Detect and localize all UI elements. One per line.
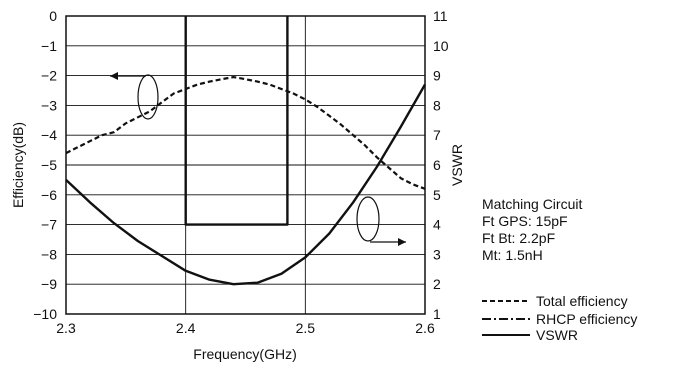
legend-label: Total efficiency bbox=[536, 293, 628, 309]
y-left-tick-label: −9 bbox=[41, 276, 57, 292]
y-right-tick-label: 8 bbox=[433, 97, 441, 113]
y-right-tick-label: 11 bbox=[433, 8, 448, 24]
y-left-tick-label: −7 bbox=[41, 217, 57, 233]
y-left-tick-label: −10 bbox=[33, 306, 57, 322]
y-right-axis-label: VSWR bbox=[449, 144, 465, 186]
matching-circuit-info: Matching Circuit Ft GPS: 15pF Ft Bt: 2.2… bbox=[482, 196, 582, 264]
vswr-axis-indicator bbox=[356, 196, 406, 246]
x-tick-label: 2.5 bbox=[296, 320, 316, 336]
y-left-tick-label: −4 bbox=[41, 127, 57, 143]
matching-circuit-line: Ft Bt: 2.2pF bbox=[482, 230, 556, 246]
y-right-tick-label: 1 bbox=[433, 306, 441, 322]
y-left-tick-label: −2 bbox=[41, 68, 57, 84]
grid bbox=[66, 16, 425, 314]
y-left-tick-label: −8 bbox=[41, 246, 57, 262]
tick-labels: 0 11 −1 10 −2 9 −3 8 −4 7 −5 6 −6 5 −7 4 −8 3 −9 2 −10 1 2.3 2.… bbox=[33, 8, 449, 336]
matching-circuit-line: Mt: 1.5nH bbox=[482, 247, 543, 263]
x-axis-label: Frequency(GHz) bbox=[193, 346, 296, 362]
y-right-tick-label: 4 bbox=[433, 217, 441, 233]
matching-circuit-line: Ft GPS: 15pF bbox=[482, 213, 568, 229]
legend-item-rhcp-efficiency: RHCP efficiency bbox=[482, 312, 637, 326]
legend-item-total-efficiency: Total efficiency bbox=[482, 294, 628, 308]
legend-item-vswr: VSWR bbox=[482, 328, 578, 342]
series-line-vswr bbox=[65, 83, 427, 286]
efficiency-axis-indicator bbox=[110, 72, 159, 120]
y-left-tick-label: −6 bbox=[41, 187, 57, 203]
y-left-tick-label: 0 bbox=[49, 8, 57, 24]
series-line-rhcp-efficiency bbox=[184, 16, 289, 226]
y-left-tick-label: −3 bbox=[41, 97, 57, 113]
series-line-total-efficiency bbox=[65, 75, 426, 190]
matching-circuit-title: Matching Circuit bbox=[482, 196, 583, 212]
y-left-tick-label: −1 bbox=[41, 38, 57, 54]
y-right-tick-label: 10 bbox=[433, 38, 449, 54]
legend-label: VSWR bbox=[536, 327, 578, 343]
dashed-line-swatch bbox=[482, 300, 530, 302]
y-right-tick-label: 2 bbox=[433, 276, 441, 292]
series-layer bbox=[65, 16, 427, 286]
y-left-tick-label: −5 bbox=[41, 157, 57, 173]
plot-frame bbox=[65, 15, 426, 315]
x-tick-label: 2.6 bbox=[415, 320, 435, 336]
x-tick-label: 2.3 bbox=[56, 320, 76, 336]
y-right-tick-label: 6 bbox=[433, 157, 441, 173]
y-right-tick-label: 3 bbox=[433, 246, 441, 262]
solid-line-swatch bbox=[482, 334, 530, 336]
x-tick-label: 2.4 bbox=[176, 320, 196, 336]
y-right-tick-label: 9 bbox=[433, 68, 441, 84]
y-right-tick-label: 7 bbox=[433, 127, 441, 143]
dashdot-line-swatch bbox=[482, 318, 530, 320]
y-right-tick-label: 5 bbox=[433, 187, 441, 203]
legend-label: RHCP efficiency bbox=[536, 311, 638, 327]
y-left-axis-label: Efficiency(dB) bbox=[10, 122, 26, 208]
